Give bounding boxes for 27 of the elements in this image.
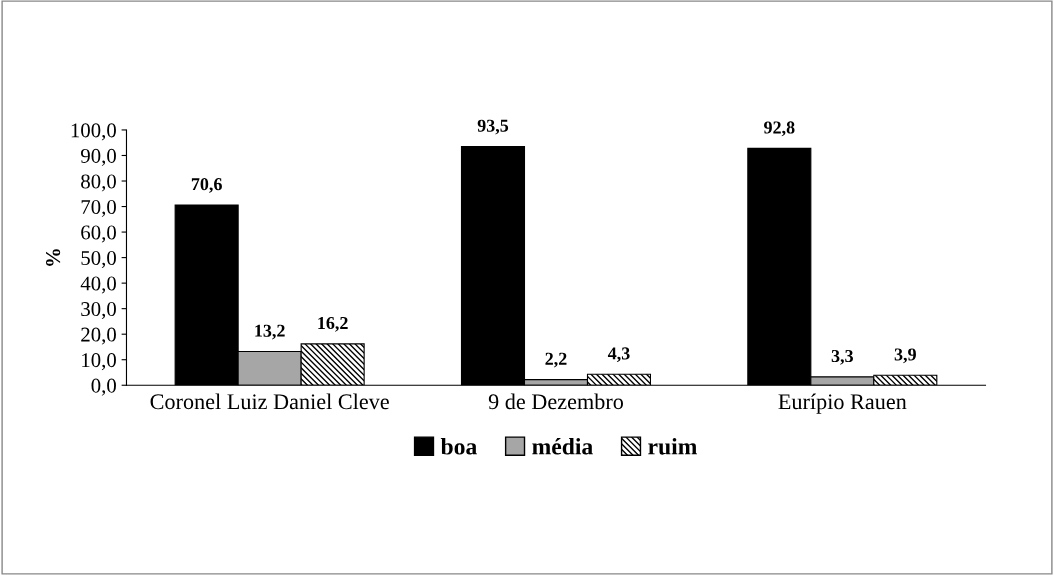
y-tick-label: 40,0 bbox=[80, 276, 116, 294]
y-tick-label: 100,0 bbox=[71, 123, 116, 141]
legend-label: boa bbox=[440, 437, 477, 455]
data-label: 92,8 bbox=[764, 121, 795, 137]
data-label: 16,2 bbox=[318, 316, 348, 332]
data-label: 70,6 bbox=[191, 178, 222, 193]
y-tick-label: 90,0 bbox=[80, 148, 116, 166]
data-label: 13,2 bbox=[255, 324, 285, 340]
y-tick-label: 70,0 bbox=[81, 199, 116, 217]
data-label: 93,5 bbox=[477, 119, 509, 135]
y-tick-label: 30,0 bbox=[81, 302, 116, 320]
y-tick-label: 80,0 bbox=[81, 174, 116, 192]
y-tick-label: 60,0 bbox=[81, 225, 116, 243]
x-tick-label: Eurípio Rauen bbox=[778, 393, 907, 414]
data-label: 3,3 bbox=[831, 349, 853, 365]
data-label: 3,9 bbox=[894, 348, 916, 364]
x-tick-label: 9 de Dezembro bbox=[488, 393, 624, 410]
y-tick-label: 10,0 bbox=[82, 353, 116, 371]
y-tick-label: 50,0 bbox=[81, 250, 116, 269]
y-tick-label: 0,0 bbox=[91, 378, 116, 396]
legend-label: ruim bbox=[648, 437, 697, 455]
y-axis-title: % bbox=[46, 249, 61, 266]
legend-label: média bbox=[532, 437, 593, 455]
data-label: 4,3 bbox=[607, 347, 630, 363]
x-tick-label: Coronel Luiz Daniel Cleve bbox=[150, 393, 389, 410]
y-tick-label: 20,0 bbox=[81, 327, 116, 345]
data-label: 2,2 bbox=[545, 352, 567, 368]
